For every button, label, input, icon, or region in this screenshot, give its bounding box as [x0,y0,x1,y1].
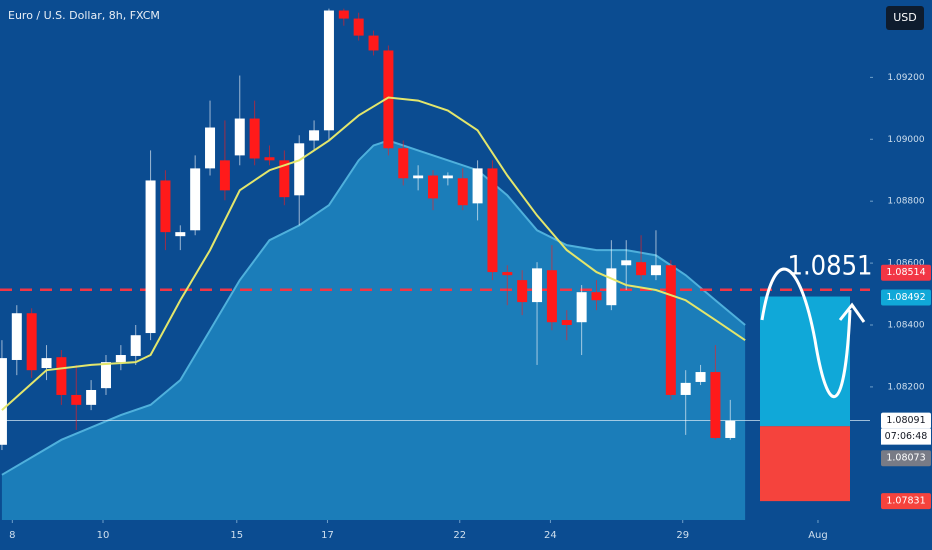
candle-body [115,355,126,363]
candle-body [353,18,364,36]
candle-body [130,335,141,356]
candle-body [383,50,394,149]
forecast-curve [760,267,852,399]
x-tick-label: 22 [453,530,466,541]
candle-body [636,262,647,276]
candle-body [546,270,557,323]
area-edge [1,139,746,476]
stop-label: 1.07831 [886,496,925,507]
x-tick-label: 8 [9,530,15,541]
candle-body [561,320,572,325]
candle-body [413,175,424,179]
candle-body [41,358,52,369]
candle-body [710,372,721,438]
x-tick-label: 10 [97,530,110,541]
candle-body [11,313,22,360]
candle-body [323,10,334,131]
candle-body [205,127,216,169]
candle-body [398,148,409,179]
candle-body [56,357,67,395]
candle-body [606,268,617,306]
position-profit [760,296,850,427]
candle-body [591,292,602,301]
plot-area [0,8,870,520]
area-fill [1,140,746,520]
candle-body [368,35,379,51]
candle-body [532,268,543,303]
candle-body [442,175,453,179]
candle-body [219,160,230,191]
entry-tag [881,450,931,467]
candle-body [338,10,349,19]
y-tick-label: 1.08600 [887,259,924,269]
candle-body [502,272,513,276]
candle-body [650,265,661,276]
candle-body [487,168,498,273]
chart-title: Euro / U.S. Dollar, 8h, FXCM [8,9,160,22]
candle-body [621,260,632,266]
current-price-label: 1.08091 [886,415,925,426]
candle-body [680,382,691,395]
x-tick-label: 17 [321,530,334,541]
candle-body [427,175,438,199]
candle-body [145,180,156,334]
candle-body [160,180,171,233]
candle-body [0,358,7,445]
candle-body [576,292,587,323]
candle-body [100,362,111,389]
y-tick-label: 1.08800 [887,197,924,207]
y-tick-label: 1.09000 [887,135,924,145]
countdown-label: 07:06:48 [885,431,928,442]
annotation: 1.0851 [788,251,873,282]
currency-button[interactable] [886,6,924,30]
moving-average [1,96,746,411]
candle-body [279,160,290,198]
x-tick-label: 15 [230,530,243,541]
candle-body [26,313,37,371]
entry-label: 1.08073 [886,453,925,464]
stop-tag [881,493,931,510]
price-line-tag [881,264,931,281]
position-loss [760,426,850,502]
price-line-label: 1.08514 [886,267,925,278]
candle-body [249,118,260,159]
candle-body [457,178,468,206]
target-label: 1.08492 [886,292,925,303]
x-tick-label: 24 [544,530,557,541]
candle-body [234,118,245,156]
candle-body [190,168,201,231]
candle-body [294,143,305,196]
candle-body [175,232,186,237]
candle-body [309,130,320,141]
candle-body [472,168,483,204]
target-tag [881,289,931,306]
candle-body [517,280,528,303]
y-tick-label: 1.08400 [887,321,924,331]
x-tick-label: Aug [808,530,828,541]
currency-label[interactable]: USD [893,11,917,24]
candle-body [695,372,706,382]
y-tick-label: 1.08200 [887,382,924,392]
x-tick-label: 29 [676,530,689,541]
y-tick-label: 1.09200 [887,73,924,83]
countdown-tag [881,428,931,445]
current-price-tag [881,412,931,429]
forecast-arrow [838,302,866,323]
candle-body [71,394,82,405]
candle-body [264,157,275,161]
candle-body [86,390,97,405]
candle-body [725,420,736,438]
candle-body [665,265,676,395]
